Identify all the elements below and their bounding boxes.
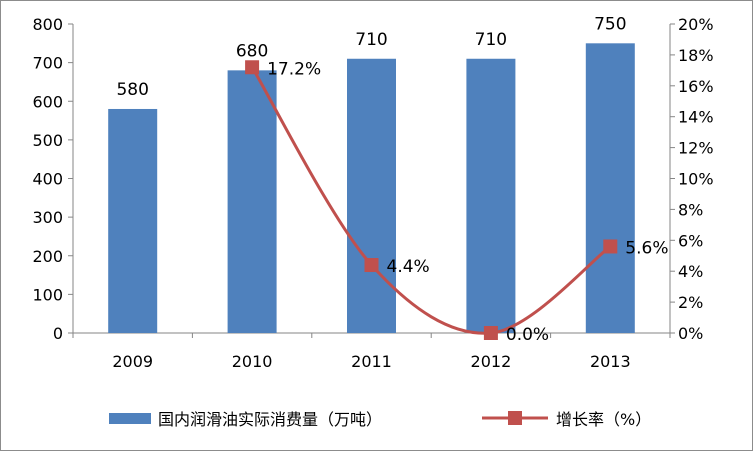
legend-swatch-growth-marker	[508, 411, 522, 425]
line-data-label: 17.2%	[267, 59, 321, 79]
y-right-tick-label: 20%	[678, 15, 714, 34]
y-right-tick-label: 6%	[678, 231, 703, 250]
y-left-tick-label: 400	[32, 170, 63, 189]
y-left-tick-label: 600	[32, 92, 63, 111]
bar	[347, 58, 396, 333]
growth-rate-line	[250, 66, 612, 335]
legend: 国内润滑油实际消费量（万吨） 增长率（%）	[109, 410, 651, 429]
y-right-tick-label: 12%	[678, 139, 714, 158]
bar-data-label: 710	[475, 30, 507, 50]
bar-data-label: 680	[236, 41, 268, 61]
x-tick-label: 2011	[351, 352, 392, 371]
legend-label-consumption: 国内润滑油实际消费量（万吨）	[158, 410, 382, 429]
growth-rate-marker	[603, 239, 618, 254]
bar-data-label: 580	[116, 80, 148, 100]
y-left-tick-label: 300	[32, 208, 63, 227]
x-tick-label: 2012	[471, 352, 512, 371]
y-left-tick-label: 800	[32, 15, 63, 34]
line-data-label: 5.6%	[625, 238, 668, 258]
bar	[227, 70, 277, 333]
y-right-tick-label: 14%	[678, 108, 714, 127]
y-right-tick-label: 16%	[678, 77, 714, 96]
y-right-tick-label: 18%	[678, 46, 714, 65]
y-right-tick-label: 2%	[678, 293, 703, 312]
growth-rate-marker	[364, 258, 379, 273]
y-right-tick-label: 0%	[678, 324, 703, 343]
growth-rate-marker	[245, 60, 260, 75]
x-tick-label: 2013	[590, 352, 631, 371]
y-left-tick-label: 100	[32, 285, 63, 304]
bar	[466, 58, 516, 333]
y-left-tick-label: 0	[53, 324, 63, 343]
legend-swatch-consumption	[109, 413, 151, 424]
y-left-tick-label: 200	[32, 247, 63, 266]
data-labels-group: 580 680 710 710 750 17.2% 4.4% 0.0% 5.6%	[116, 14, 668, 345]
y-right-tick-label: 8%	[678, 200, 703, 219]
y-right-tick-label: 10%	[678, 170, 714, 189]
y-left-tick-label: 500	[32, 131, 63, 150]
bars-group	[108, 43, 635, 333]
line-data-label: 0.0%	[506, 325, 549, 345]
y-right-tick-label: 4%	[678, 262, 703, 281]
bar	[585, 43, 635, 333]
y-left-tick-label: 700	[32, 54, 63, 73]
growth-rate-marker	[483, 326, 498, 340]
growth-line-group	[245, 60, 618, 340]
legend-label-growth: 增长率（%）	[556, 410, 651, 429]
x-tick-label: 2009	[112, 352, 153, 371]
bar	[108, 108, 158, 333]
line-data-label: 4.4%	[387, 257, 430, 277]
bar-data-label: 750	[594, 14, 626, 34]
x-tick-label: 2010	[232, 352, 273, 371]
bar-data-label: 710	[355, 30, 387, 50]
axes-group: 0 100 200 300 400 500 600 700 800 0% 2% 4% 6% 8% 10% 12…	[32, 15, 713, 371]
